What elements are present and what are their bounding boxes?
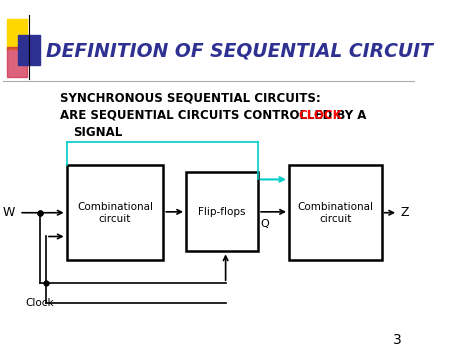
Bar	[7, 19, 27, 49]
Bar	[18, 35, 40, 65]
Text: ARE SEQUENTIAL CIRCUITS CONTROLLED BY A: ARE SEQUENTIAL CIRCUITS CONTROLLED BY A	[60, 109, 371, 122]
Text: Q: Q	[260, 219, 269, 229]
Text: Combinational
circuit: Combinational circuit	[77, 202, 153, 224]
Bar	[7, 47, 27, 77]
Text: Clock: Clock	[26, 297, 54, 307]
Bar	[289, 165, 382, 260]
Text: W: W	[3, 206, 15, 219]
Text: SYNCHRONOUS SEQUENTIAL CIRCUITS:: SYNCHRONOUS SEQUENTIAL CIRCUITS:	[60, 91, 321, 104]
Bar	[66, 165, 164, 260]
Text: SIGNAL: SIGNAL	[73, 126, 122, 140]
Text: Z: Z	[400, 206, 409, 219]
Bar	[186, 172, 258, 251]
Text: Flip-flops: Flip-flops	[198, 207, 246, 217]
Text: DEFINITION OF SEQUENTIAL CIRCUIT: DEFINITION OF SEQUENTIAL CIRCUIT	[46, 42, 433, 61]
Text: Combinational
circuit: Combinational circuit	[297, 202, 373, 224]
Text: CLOCK: CLOCK	[299, 109, 342, 122]
Text: 3: 3	[393, 333, 402, 346]
